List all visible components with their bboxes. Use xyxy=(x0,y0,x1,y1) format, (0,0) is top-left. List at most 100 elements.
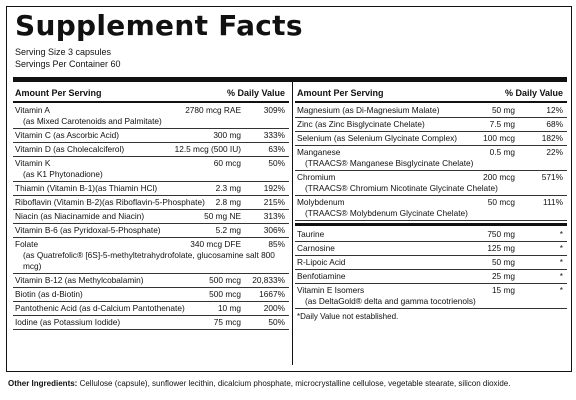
nutrient-name: Folate xyxy=(15,239,39,249)
nutrient-daily-value: 200% xyxy=(263,303,285,313)
nutrient-amount: 50 mg xyxy=(491,105,515,115)
nutrient-daily-value: 215% xyxy=(263,197,285,207)
nutrient-row: R-Lipoic Acid 50 mg * xyxy=(295,256,567,270)
nutrient-name: Vitamin A xyxy=(15,105,50,115)
nutrient-daily-value: * xyxy=(559,271,563,281)
nutrient-daily-value: 111% xyxy=(543,197,563,207)
panel-title: Supplement Facts xyxy=(15,9,303,42)
nutrient-row: Taurine 750 mg * xyxy=(295,228,567,242)
nutrient-daily-value: 50% xyxy=(268,317,285,327)
nutrient-row: Thiamin (Vitamin B-1)(as Thiamin HCl) 2.3… xyxy=(13,182,289,196)
nutrient-source: (as K1 Phytonadione) xyxy=(23,169,103,179)
nutrient-daily-value: 12% xyxy=(546,105,563,115)
other-ingredients-label: Other Ingredients: xyxy=(8,379,78,388)
right-rows: Magnesium (as Di-Magnesium Malate) 50 mg 1… xyxy=(295,104,567,324)
nutrient-daily-value: 68% xyxy=(546,119,563,129)
nutrient-amount: 0.5 mg xyxy=(489,147,515,157)
nutrient-name: Taurine xyxy=(297,229,325,239)
nutrient-name: Riboflavin (Vitamin B-2)(as Riboflavin-5… xyxy=(15,197,205,207)
nutrient-daily-value: 63% xyxy=(268,144,285,154)
nutrient-amount: 50 mg NE xyxy=(204,211,241,221)
nutrient-name: Zinc (as Zinc Bisglycinate Chelate) xyxy=(297,119,425,129)
nutrient-source: (TRAACS® Chromium Nicotinate Glycinate C… xyxy=(305,183,498,193)
left-rows: Vitamin A (as Mixed Carotenoids and Palmi… xyxy=(13,104,289,330)
nutrient-daily-value: 182% xyxy=(541,133,563,143)
nutrient-name: Vitamin C (as Ascorbic Acid) xyxy=(15,130,120,140)
left-column: Amount Per Serving % Daily Value Vitamin… xyxy=(13,87,289,365)
nutrient-amount: 2.3 mg xyxy=(215,183,241,193)
nutrient-amount: 7.5 mg xyxy=(489,119,515,129)
thick-divider xyxy=(13,77,567,82)
nutrient-row: Vitamin B-12 (as Methylcobalamin) 500 mcg… xyxy=(13,274,289,288)
other-ingredients: Other Ingredients: Cellulose (capsule), … xyxy=(8,378,510,389)
nutrient-daily-value: 20,833% xyxy=(252,275,285,285)
nutrient-name: Molybdenum xyxy=(297,197,345,207)
nutrient-amount: 300 mg xyxy=(213,130,241,140)
nutrient-daily-value: * xyxy=(559,229,563,239)
nutrient-amount: 500 mcg xyxy=(209,289,241,299)
nutrient-row: Vitamin K (as K1 Phytonadione) 60 mcg 50% xyxy=(13,157,289,182)
nutrient-row: Vitamin E Isomers (as DeltaGold® delta an… xyxy=(295,284,567,309)
nutrient-amount: 2780 mcg RAE xyxy=(185,105,241,115)
nutrient-amount: 12.5 mcg (500 IU) xyxy=(174,144,241,154)
nutrient-name: Pantothenic Acid (as d-Calcium Pantothen… xyxy=(15,303,185,313)
nutrient-daily-value: * xyxy=(559,243,563,253)
nutrient-amount: 200 mcg xyxy=(483,172,515,182)
header-rule xyxy=(295,101,567,103)
nutrient-row: Biotin (as d-Biotin) 500 mcg 1667% xyxy=(13,288,289,302)
nutrient-amount: 60 mcg xyxy=(213,158,241,168)
nutrient-amount: 25 mg xyxy=(491,271,515,281)
nutrient-row: Chromium (TRAACS® Chromium Nicotinate Gly… xyxy=(295,171,567,196)
nutrient-source: (TRAACS® Manganese Bisglycinate Chelate) xyxy=(305,158,474,168)
nutrient-daily-value: 313% xyxy=(263,211,285,221)
nutrient-daily-value: 50% xyxy=(268,158,285,168)
nutrient-name: Vitamin B-6 (as Pyridoxal-5-Phosphate) xyxy=(15,225,161,235)
nutrient-row: Vitamin C (as Ascorbic Acid) 300 mg 333% xyxy=(13,129,289,143)
nutrient-row: Carnosine 125 mg * xyxy=(295,242,567,256)
nutrient-amount: 500 mcg xyxy=(209,275,241,285)
supplement-facts-panel: Supplement Facts Serving Size 3 capsules… xyxy=(6,6,572,372)
nutrient-amount: 2.8 mg xyxy=(215,197,241,207)
serving-size: Serving Size 3 capsules xyxy=(15,47,112,57)
nutrient-name: Chromium xyxy=(297,172,336,182)
nutrient-source: (as Mixed Carotenoids and Palmitate) xyxy=(23,116,162,126)
amount-header: Amount Per Serving xyxy=(297,88,384,98)
nutrient-row: Magnesium (as Di-Magnesium Malate) 50 mg 1… xyxy=(295,104,567,118)
other-ingredients-text: Cellulose (capsule), sunflower lecithin,… xyxy=(77,379,511,388)
nutrient-daily-value: 1667% xyxy=(259,289,285,299)
nutrient-amount: 50 mcg xyxy=(487,197,515,207)
section-divider xyxy=(295,223,567,226)
nutrient-row: Manganese (TRAACS® Manganese Bisglycinate… xyxy=(295,146,567,171)
nutrient-row: Iodine (as Potassium Iodide) 75 mcg 50% xyxy=(13,316,289,330)
nutrient-name: Thiamin (Vitamin B-1)(as Thiamin HCl) xyxy=(15,183,158,193)
amount-header: Amount Per Serving xyxy=(15,88,102,98)
right-column: Amount Per Serving % Daily Value Magnesi… xyxy=(295,87,567,365)
nutrient-row: Pantothenic Acid (as d-Calcium Pantothen… xyxy=(13,302,289,316)
nutrient-name: Vitamin D (as Cholecalciferol) xyxy=(15,144,125,154)
nutrient-amount: 15 mg xyxy=(491,285,515,295)
nutrient-daily-value: 85% xyxy=(268,239,285,249)
nutrient-daily-value: 333% xyxy=(263,130,285,140)
dv-header: % Daily Value xyxy=(226,88,285,98)
servings-per-container: Servings Per Container 60 xyxy=(15,59,121,69)
nutrient-name: Magnesium (as Di-Magnesium Malate) xyxy=(297,105,440,115)
nutrient-amount: 125 mg xyxy=(487,243,515,253)
nutrient-amount: 750 mg xyxy=(487,229,515,239)
nutrient-source: (TRAACS® Molybdenum Glycinate Chelate) xyxy=(305,208,468,218)
nutrient-daily-value: 309% xyxy=(263,105,285,115)
nutrient-row: Vitamin A (as Mixed Carotenoids and Palmi… xyxy=(13,104,289,129)
nutrient-daily-value: * xyxy=(559,257,563,267)
nutrient-daily-value: 571% xyxy=(541,172,563,182)
nutrient-daily-value: * xyxy=(559,285,563,295)
nutrient-row: Folate (as Quatrefolic® [6S]-5-methyltetr… xyxy=(13,238,289,274)
nutrient-name: Vitamin E Isomers xyxy=(297,285,365,295)
nutrient-name: Vitamin K xyxy=(15,158,51,168)
nutrient-row: Selenium (as Selenium Glycinate Complex)… xyxy=(295,132,567,146)
nutrient-row: Vitamin B-6 (as Pyridoxal-5-Phosphate) 5.… xyxy=(13,224,289,238)
nutrient-row: Molybdenum (TRAACS® Molybdenum Glycinate … xyxy=(295,196,567,221)
nutrient-row: Zinc (as Zinc Bisglycinate Chelate) 7.5 m… xyxy=(295,118,567,132)
header-rule xyxy=(13,101,289,103)
nutrient-name: Iodine (as Potassium Iodide) xyxy=(15,317,121,327)
nutrient-daily-value: 22% xyxy=(546,147,563,157)
nutrient-name: Carnosine xyxy=(297,243,335,253)
